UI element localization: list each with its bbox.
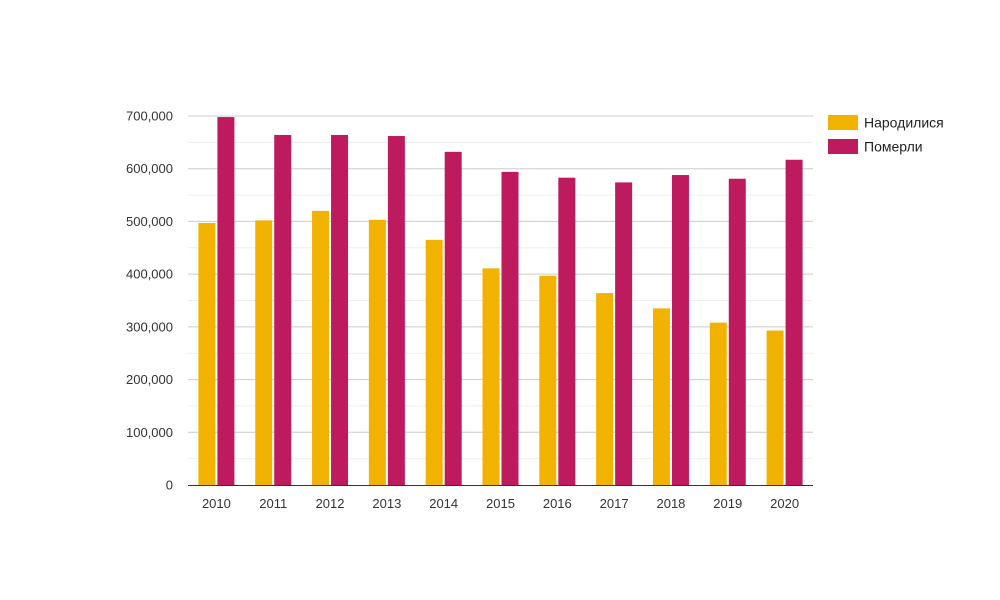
bar-died-2011 [274, 134, 292, 485]
legend-swatch [828, 139, 858, 154]
bar-born-2011 [255, 220, 273, 486]
bar-born-2016 [539, 275, 557, 485]
gridlines [188, 115, 813, 460]
legend: Народилися Померли [828, 115, 944, 155]
bar-born-2010 [198, 223, 216, 485]
bar-died-2012 [331, 134, 349, 485]
legend-label: Померли [864, 139, 923, 155]
bar-born-2013 [368, 219, 386, 485]
legend-label: Народилися [864, 115, 944, 131]
bar-born-2017 [596, 293, 614, 485]
x-axis-ticks: 2010 2011 2012 2013 2014 2015 2016 2017 2018 2019… [202, 496, 799, 511]
y-tick-label: 700,000 [126, 109, 173, 124]
bar-died-2010 [217, 117, 235, 485]
bar-died-2015 [501, 171, 519, 485]
y-tick-label: 200,000 [126, 372, 173, 387]
y-tick-label: 0 [166, 478, 173, 493]
x-tick-label: 2011 [259, 496, 287, 511]
bar-died-2017 [615, 182, 633, 486]
bar-born-2018 [652, 308, 670, 485]
bar-born-2012 [312, 210, 330, 485]
bar-born-2020 [766, 330, 784, 485]
x-tick-label: 2015 [486, 496, 515, 511]
y-tick-label: 600,000 [126, 161, 173, 176]
x-tick-label: 2010 [202, 496, 231, 511]
bar-died-2018 [671, 175, 689, 486]
y-tick-label: 400,000 [126, 267, 173, 282]
x-tick-label: 2012 [316, 496, 345, 511]
bar-born-2015 [482, 268, 500, 485]
bar-born-2019 [709, 322, 727, 485]
y-tick-label: 300,000 [126, 319, 173, 334]
x-tick-label: 2013 [372, 496, 401, 511]
x-tick-label: 2018 [656, 496, 685, 511]
bar-died-2016 [558, 177, 576, 485]
bar-died-2020 [785, 159, 803, 485]
bar-died-2019 [728, 178, 746, 486]
y-axis-ticks: 0 100,000 200,000 300,000 400,000 500,000 600,… [126, 109, 173, 493]
x-tick-label: 2017 [600, 496, 629, 511]
bars [198, 117, 803, 486]
bar-born-2014 [425, 239, 443, 485]
x-tick-label: 2016 [543, 496, 572, 511]
x-tick-label: 2014 [429, 496, 458, 511]
bar-died-2014 [444, 151, 462, 486]
bar-died-2013 [387, 136, 405, 485]
y-tick-label: 100,000 [126, 425, 173, 440]
y-tick-label: 500,000 [126, 214, 173, 229]
x-tick-label: 2020 [770, 496, 799, 511]
x-tick-label: 2019 [713, 496, 742, 511]
legend-swatch [828, 115, 858, 130]
